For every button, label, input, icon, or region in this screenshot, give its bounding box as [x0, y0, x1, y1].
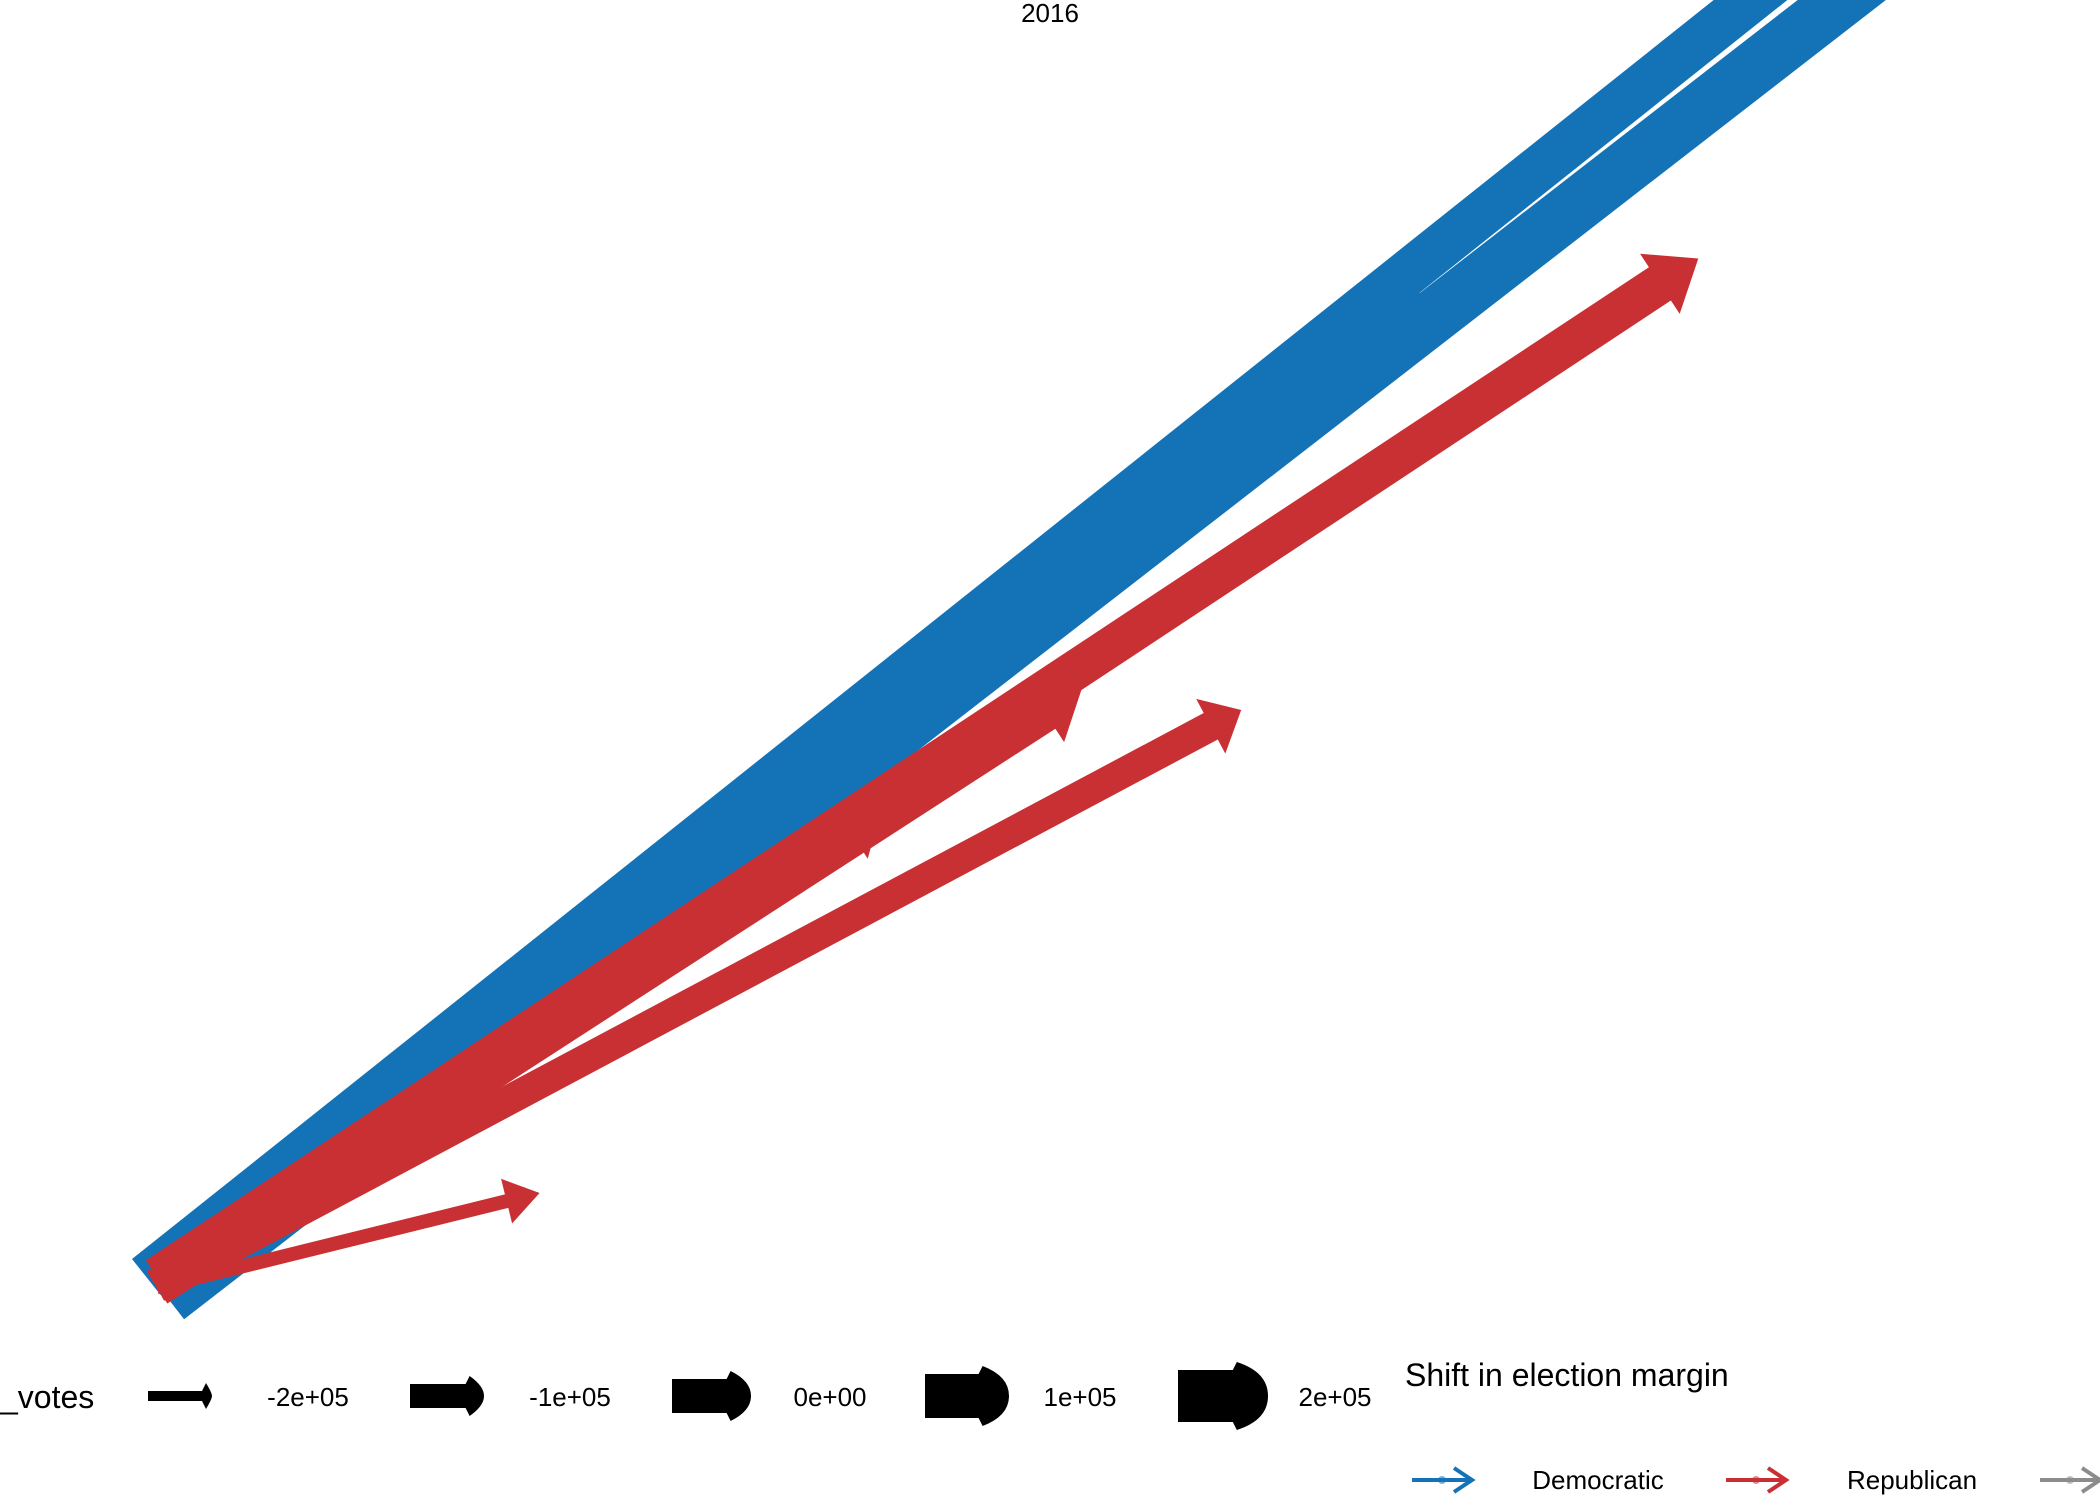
size-legend-label-0: -2e+05: [267, 1382, 349, 1412]
color-legend-title: Shift in election margin: [1405, 1357, 1729, 1393]
size-legend-key-1: [410, 1376, 484, 1416]
size-legend-key-3: [925, 1366, 1009, 1426]
size-legend-key-4: [1178, 1362, 1268, 1430]
chart-title: 2016: [1021, 0, 1079, 28]
color-legend: Shift in election margin Democratic Republ…: [1405, 1357, 2100, 1495]
size-legend: _votes -2e+05 -1e+05 0e+00 1e+05 2e+05: [0, 1362, 1372, 1430]
size-legend-title: _votes: [0, 1379, 94, 1415]
color-legend-key-democratic: [1412, 1466, 1476, 1494]
color-legend-key-other: [2040, 1466, 2100, 1494]
color-legend-label-republican: Republican: [1847, 1465, 1977, 1495]
color-legend-label-democratic: Democratic: [1532, 1465, 1663, 1495]
size-legend-label-2: 0e+00: [793, 1382, 866, 1412]
size-legend-label-4: 2e+05: [1298, 1382, 1371, 1412]
color-legend-key-republican: [1726, 1466, 1790, 1494]
size-legend-label-1: -1e+05: [529, 1382, 611, 1412]
size-legend-key-0: [148, 1383, 212, 1409]
size-legend-label-3: 1e+05: [1043, 1382, 1116, 1412]
arrows-layer: [132, 0, 1886, 1320]
arrow-republican-12: [155, 1178, 540, 1295]
arrow-republican-9: [149, 698, 1242, 1301]
arrow-republican-11: [151, 1073, 487, 1297]
size-legend-key-2: [672, 1371, 751, 1421]
